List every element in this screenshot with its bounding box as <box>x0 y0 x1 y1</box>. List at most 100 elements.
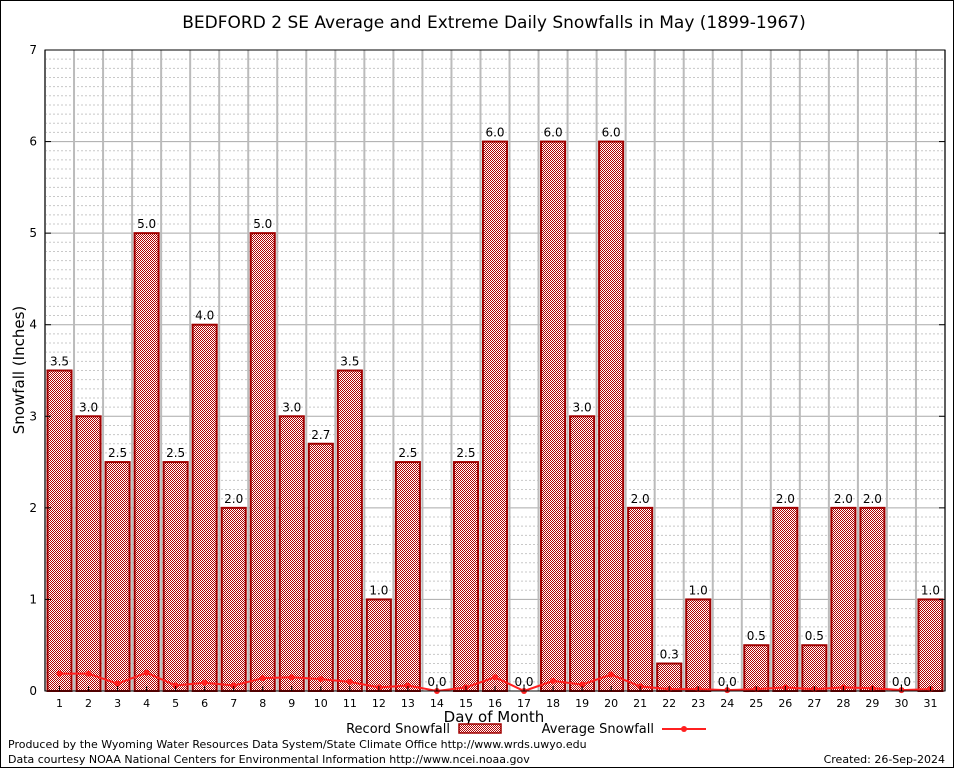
bar-day-2 <box>75 415 102 692</box>
x-tick-label: 26 <box>778 697 792 710</box>
bar-value-label: 1.0 <box>689 583 708 597</box>
average-point-day-1 <box>56 670 63 677</box>
x-tick-label: 17 <box>517 697 531 710</box>
average-point-day-16 <box>492 674 498 681</box>
x-tick-label: 5 <box>172 697 179 710</box>
bar-day-28 <box>830 506 857 692</box>
x-tick-label: 24 <box>720 697 734 710</box>
bar-value-label: 1.0 <box>921 583 940 597</box>
bar-value-label: 0.0 <box>892 675 911 689</box>
legend: Record Snowfall Average Snowfall <box>346 722 706 737</box>
bar-day-12 <box>365 598 392 693</box>
x-tick-label: 14 <box>430 697 444 710</box>
y-axis-label: Snowfall (Inches) <box>10 306 28 434</box>
x-tick-label: 27 <box>807 697 821 710</box>
bar-value-label: 0.0 <box>427 675 446 689</box>
y-tick-label: 0 <box>29 684 37 698</box>
x-tick-label: 12 <box>372 697 386 710</box>
bar-value-label: 0.5 <box>805 629 824 643</box>
x-tick-label: 7 <box>230 697 237 710</box>
bars: 3.5 3.0 2.5 5.0 2.5 4.0 2.0 5.0 3.0 2.7 3.5 1.0 2.5 0… <box>46 126 944 693</box>
bar-day-19 <box>569 415 596 692</box>
x-tick-label: 1 <box>56 697 63 710</box>
bar-value-label: 2.7 <box>311 428 330 442</box>
bar-value-label: 2.5 <box>108 446 127 460</box>
bar-day-10 <box>307 442 334 692</box>
average-point-day-10 <box>317 676 324 683</box>
x-axis-label: Day of Month <box>444 708 545 726</box>
footer-created: Created: 26-Sep-2024 <box>824 753 945 766</box>
bar-value-label: 2.0 <box>224 492 243 506</box>
bar-day-26 <box>772 506 799 692</box>
legend-record-label: Record Snowfall <box>346 722 450 737</box>
footer-produced-by: Produced by the Wyoming Water Resources … <box>8 738 587 751</box>
x-tick-label: 20 <box>604 697 618 710</box>
bar-value-label: 3.0 <box>79 400 98 414</box>
average-point-day-4 <box>143 669 150 676</box>
bar-value-label: 3.5 <box>50 355 69 369</box>
x-tick-label: 30 <box>894 697 908 710</box>
bar-value-label: 2.0 <box>631 492 650 506</box>
y-tick-label: 2 <box>29 501 37 515</box>
bar-day-21 <box>627 506 654 692</box>
bar-day-7 <box>220 506 247 692</box>
average-point-day-13 <box>404 682 411 689</box>
bar-day-20 <box>598 140 625 693</box>
y-tick-label: 7 <box>29 43 37 57</box>
bar-day-31 <box>917 598 944 693</box>
x-tick-label: 22 <box>662 697 676 710</box>
legend-average-marker <box>681 726 687 732</box>
bar-value-label: 1.0 <box>369 583 388 597</box>
x-tick-label: 31 <box>923 697 937 710</box>
bar-day-18 <box>540 140 567 693</box>
legend-average-label: Average Snowfall <box>542 722 654 737</box>
bar-value-label: 5.0 <box>137 217 156 231</box>
bar-value-label: 0.5 <box>747 629 766 643</box>
bar-value-label: 3.5 <box>340 355 359 369</box>
average-point-day-2 <box>85 670 92 677</box>
x-tick-label: 6 <box>201 697 208 710</box>
bar-day-4 <box>133 232 160 692</box>
y-tick-label: 3 <box>29 409 37 423</box>
y-tick-label: 4 <box>29 318 37 332</box>
average-point-day-20 <box>608 671 615 678</box>
bar-value-label: 3.0 <box>573 400 592 414</box>
bar-day-29 <box>859 506 886 692</box>
x-tick-label: 8 <box>259 697 266 710</box>
bar-value-label: 2.5 <box>398 446 417 460</box>
x-tick-label: 25 <box>749 697 763 710</box>
average-point-day-19 <box>579 681 586 688</box>
bar-value-label: 5.0 <box>253 217 272 231</box>
legend-record-swatch <box>458 723 502 734</box>
x-tick-label: 29 <box>865 697 879 710</box>
bar-day-8 <box>249 232 276 692</box>
x-tick-label: 3 <box>114 697 121 710</box>
bar-value-label: 2.0 <box>776 492 795 506</box>
bar-value-label: 4.0 <box>195 309 214 323</box>
average-point-day-18 <box>550 677 557 684</box>
x-tick-label: 9 <box>288 697 295 710</box>
bar-value-label: 2.0 <box>863 492 882 506</box>
x-tick-label: 4 <box>143 697 150 710</box>
bar-value-label: 6.0 <box>602 126 621 140</box>
average-point-day-6 <box>201 679 208 686</box>
x-tick-label: 16 <box>488 697 502 710</box>
bar-day-27 <box>801 644 828 693</box>
x-tick-label: 21 <box>633 697 647 710</box>
x-tick-label: 2 <box>85 697 92 710</box>
bar-value-label: 2.0 <box>834 492 853 506</box>
chart-title: BEDFORD 2 SE Average and Extreme Daily S… <box>182 13 805 33</box>
x-tick-label: 15 <box>459 697 473 710</box>
x-tick-label: 10 <box>314 697 328 710</box>
x-tick-label: 18 <box>546 697 560 710</box>
bar-value-label: 6.0 <box>544 126 563 140</box>
bar-day-13 <box>394 461 421 693</box>
footer-courtesy: Data courtesy NOAA National Centers for … <box>8 753 530 766</box>
x-tick-label: 13 <box>401 697 415 710</box>
y-tick-label: 1 <box>29 592 37 606</box>
average-point-day-9 <box>288 674 295 681</box>
bar-day-9 <box>278 415 305 692</box>
